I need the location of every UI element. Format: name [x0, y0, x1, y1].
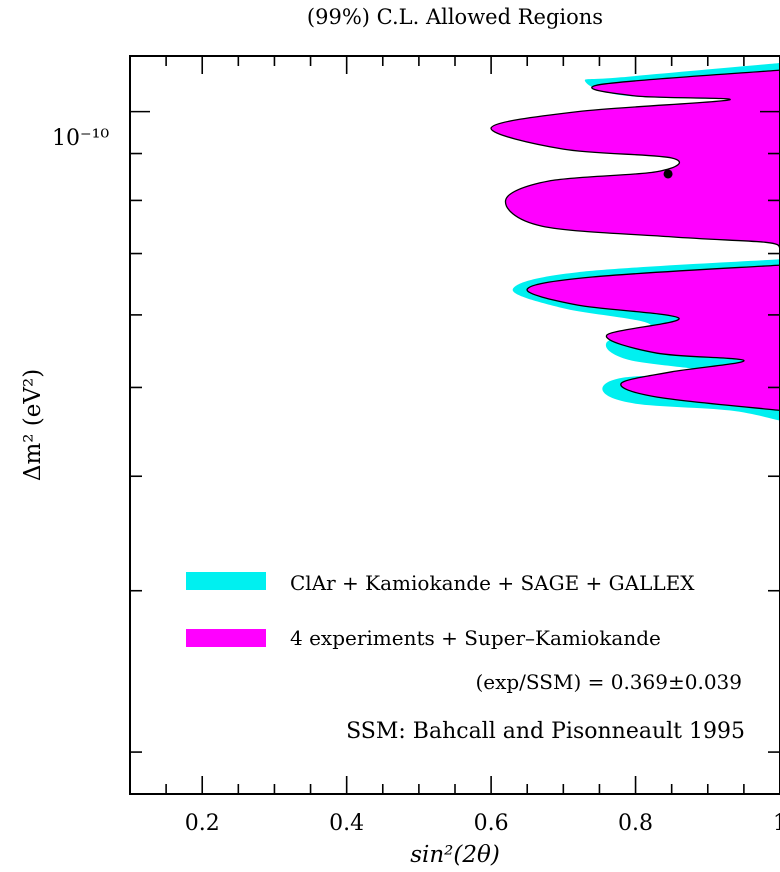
- legend-swatch-cyan: [186, 572, 266, 590]
- x-tick-label: 0.4: [329, 811, 364, 836]
- y-axis-label: Δm² (eV²): [20, 369, 46, 481]
- axis-ticks: [129, 56, 780, 794]
- allowed-regions: [490, 63, 780, 421]
- x-tick-label: 0.8: [618, 811, 653, 836]
- y-tick-label-1e-10: 10⁻¹⁰: [52, 126, 109, 151]
- legend-label-cyan: ClAr + Kamiokande + SAGE + GALLEX: [290, 571, 695, 595]
- legend-label-magenta: 4 experiments + Super–Kamiokande: [290, 626, 661, 650]
- legend: ClAr + Kamiokande + SAGE + GALLEX 4 expe…: [186, 571, 695, 650]
- magenta-region-1: [490, 69, 780, 249]
- best-fit-point: [663, 169, 673, 179]
- ssm-reference: SSM: Bahcall and Pisonneault 1995: [346, 719, 745, 744]
- chart-title: (99%) C.L. Allowed Regions: [307, 5, 603, 29]
- x-tick-label: 1: [773, 811, 780, 836]
- x-tick-label: 0.2: [185, 811, 220, 836]
- x-axis-label: sin²(2θ): [410, 842, 500, 868]
- x-tick-labels: 0.2 0.4 0.6 0.8 1: [185, 811, 780, 836]
- legend-swatch-magenta: [186, 629, 266, 647]
- magenta-region-2: [526, 264, 780, 412]
- ratio-annotation: (exp/SSM) = 0.369±0.039: [475, 670, 742, 694]
- x-tick-label: 0.6: [474, 811, 509, 836]
